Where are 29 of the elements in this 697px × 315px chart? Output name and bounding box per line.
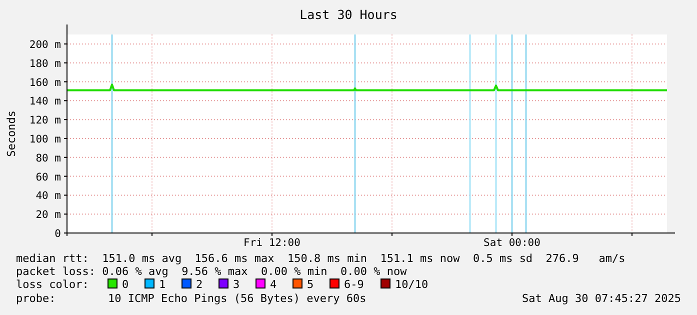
- text: median rtt: 151.0 ms avg 156.6 ms max 150.8 ms min 151.1 ms now 0.5 ms sd 276.9 am/s: [16, 252, 626, 265]
- y-tick-label: 20 m: [36, 209, 61, 222]
- y-tick-label: 180 m: [29, 58, 61, 70]
- y-axis-title: Seconds: [5, 110, 18, 157]
- text: 1: [159, 278, 166, 291]
- text: packet loss: 0.06 % avg 9.56 % max 0.00 % min 0.00 % now: [16, 265, 408, 278]
- text: 3: [233, 278, 240, 291]
- text: 5: [307, 278, 314, 291]
- text: 6-9: [344, 278, 364, 291]
- x-tick-label: Fri 12:00: [244, 237, 300, 249]
- y-tick-label: 140 m: [29, 96, 61, 108]
- text: 10/10: [395, 278, 428, 291]
- y-tick-label: 120 m: [29, 114, 61, 127]
- y-tick-label: 0: [54, 228, 61, 240]
- y-tick-label: 40 m: [36, 190, 61, 202]
- y-tick-label: 100 m: [29, 133, 61, 146]
- text: loss color:: [16, 278, 89, 291]
- x-tick-label: Sat 00:00: [484, 237, 540, 249]
- text: 4: [270, 278, 277, 291]
- text: 2: [196, 278, 203, 291]
- y-tick-label: 160 m: [29, 76, 61, 89]
- text: 0: [122, 278, 129, 291]
- text: Sat Aug 30 07:45:27 2025: [522, 292, 681, 305]
- text: probe:: [16, 292, 56, 305]
- text: 10 ICMP Echo Pings (56 Bytes) every 60s: [108, 292, 366, 305]
- y-tick-label: 80 m: [36, 152, 61, 164]
- y-tick-label: 60 m: [36, 171, 61, 184]
- chart-title: Last 30 Hours: [300, 7, 398, 22]
- y-tick-label: 200 m: [29, 38, 61, 51]
